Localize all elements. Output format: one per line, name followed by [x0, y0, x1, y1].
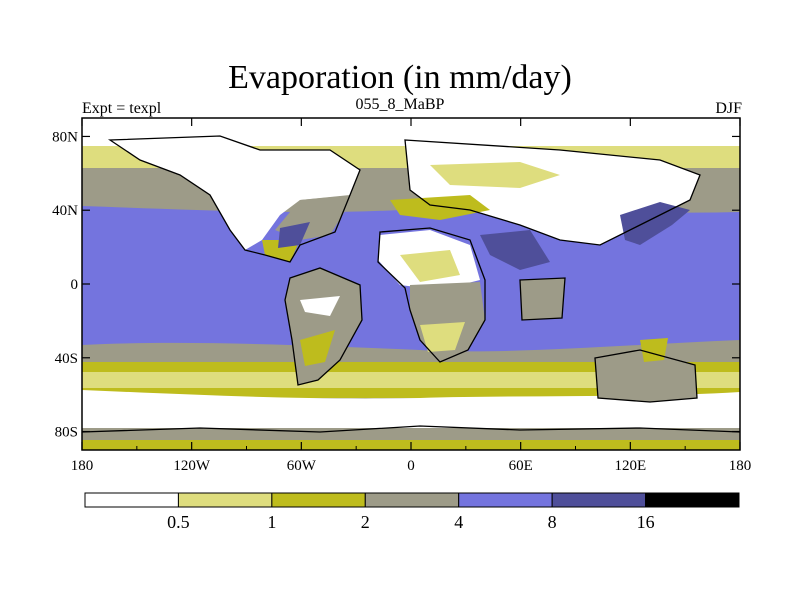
- lon-tick-label: 60W: [287, 458, 317, 474]
- lon-tick-label: 180: [71, 458, 94, 474]
- australia: [595, 350, 697, 402]
- arabian-sea-high: [480, 230, 550, 270]
- legend-swatch: [177, 492, 273, 508]
- band-southern-light: [82, 372, 740, 388]
- north-america-dry: [110, 136, 360, 250]
- southern-africa: [420, 322, 465, 352]
- legend-swatch: [645, 492, 740, 508]
- legend-label: 8: [548, 512, 557, 532]
- lat-tick-label: 0: [71, 277, 79, 293]
- africa-coast: [377, 227, 486, 363]
- new-zealand-area: [640, 338, 668, 362]
- legend-swatch: [364, 492, 460, 508]
- gulf-high: [278, 222, 310, 248]
- siberia-margin: [430, 162, 560, 188]
- lon-tick-label: 180: [729, 458, 752, 474]
- lon-tick-label: 120E: [614, 458, 646, 474]
- lon-tick-label: 60E: [509, 458, 533, 474]
- longitude-ticks: 180 120W 60W 0 60E 120E 180: [71, 118, 752, 474]
- indian-island: [520, 278, 565, 320]
- south-america-south: [300, 330, 335, 366]
- lat-tick-label: 40S: [55, 351, 78, 367]
- lon-tick-label: 120W: [173, 458, 211, 474]
- antarctica-coast: [82, 425, 740, 433]
- lat-tick-label: 80S: [55, 425, 78, 441]
- mediterranean-rim: [390, 195, 490, 220]
- north-america-coast: [107, 135, 361, 263]
- south-america-coast: [284, 267, 363, 386]
- legend-label: 16: [637, 512, 655, 532]
- lat-tick-label: 80N: [52, 129, 78, 145]
- lat-tick-label: 40N: [52, 203, 78, 219]
- island-coast: [519, 277, 566, 321]
- legend-label: 1: [267, 512, 276, 532]
- lon-tick-label: 0: [407, 458, 415, 474]
- australia-coast: [594, 349, 698, 403]
- eurasia-coast: [404, 139, 701, 246]
- legend-label: 4: [454, 512, 463, 532]
- season-label: DJF: [715, 100, 742, 117]
- kuroshio-high: [620, 202, 690, 245]
- latitude-ticks: 80N 40N 0 40S 80S: [52, 129, 740, 441]
- legend-label: 0.5: [167, 512, 190, 532]
- legend-swatch: [458, 492, 553, 508]
- legend-swatch: [84, 492, 179, 508]
- legend-swatch: [271, 492, 366, 508]
- map-plot: [82, 118, 740, 450]
- coastlines: [82, 135, 740, 433]
- color-legend: 0.5 1 2 4 8 16: [84, 492, 740, 532]
- legend-label: 2: [361, 512, 370, 532]
- sahara-margin: [400, 250, 460, 282]
- experiment-label: Expt = texpl: [82, 100, 162, 117]
- run-label: 055_8_MaBP: [355, 96, 445, 113]
- south-america-dry: [300, 296, 340, 316]
- legend-swatch: [551, 492, 647, 508]
- map-title: Evaporation (in mm/day): [228, 59, 572, 96]
